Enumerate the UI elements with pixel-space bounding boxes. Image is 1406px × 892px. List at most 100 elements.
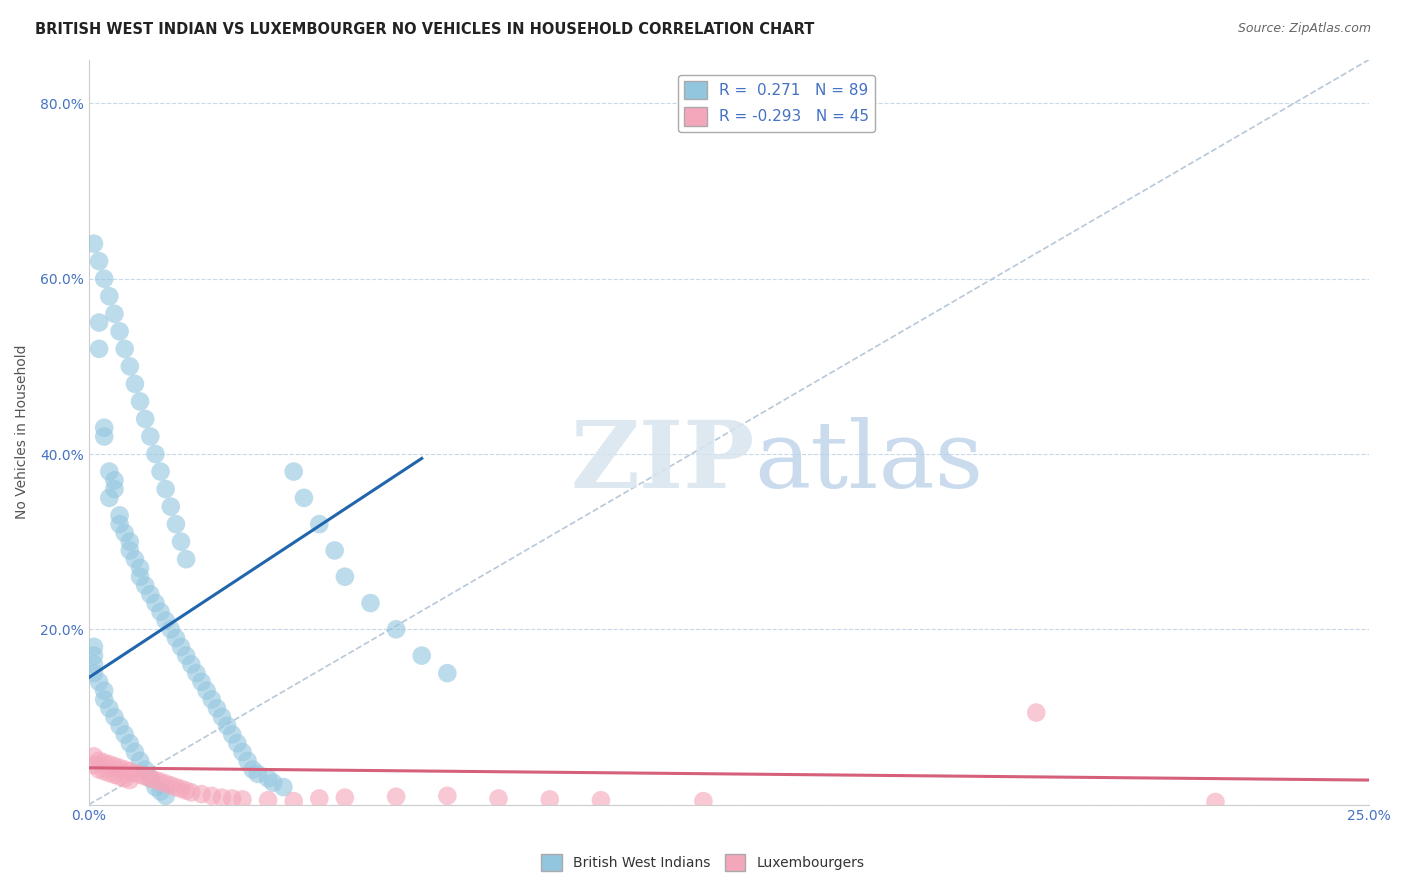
- Point: [308, 517, 330, 532]
- Point: [139, 429, 162, 443]
- Point: [155, 482, 177, 496]
- Point: [1025, 706, 1047, 720]
- Point: [129, 394, 152, 409]
- Point: [87, 342, 110, 356]
- Point: [201, 789, 224, 803]
- Point: [98, 701, 121, 715]
- Text: BRITISH WEST INDIAN VS LUXEMBOURGER NO VEHICLES IN HOUSEHOLD CORRELATION CHART: BRITISH WEST INDIAN VS LUXEMBOURGER NO V…: [35, 22, 814, 37]
- Point: [236, 754, 259, 768]
- Point: [385, 789, 408, 804]
- Point: [103, 307, 125, 321]
- Point: [118, 359, 141, 374]
- Point: [174, 552, 197, 566]
- Point: [190, 674, 212, 689]
- Point: [108, 517, 131, 532]
- Point: [93, 764, 115, 779]
- Point: [139, 772, 162, 786]
- Point: [93, 421, 115, 435]
- Point: [114, 342, 136, 356]
- Point: [124, 376, 146, 391]
- Point: [83, 236, 105, 251]
- Point: [385, 623, 408, 637]
- Point: [108, 508, 131, 523]
- Point: [98, 757, 121, 772]
- Point: [98, 766, 121, 780]
- Point: [273, 780, 295, 794]
- Point: [159, 500, 181, 514]
- Point: [205, 701, 228, 715]
- Point: [134, 578, 156, 592]
- Point: [87, 674, 110, 689]
- Point: [118, 736, 141, 750]
- Point: [538, 792, 561, 806]
- Point: [83, 758, 105, 772]
- Text: atlas: atlas: [755, 417, 984, 507]
- Point: [124, 745, 146, 759]
- Point: [103, 759, 125, 773]
- Point: [190, 787, 212, 801]
- Point: [180, 785, 202, 799]
- Point: [283, 794, 305, 808]
- Point: [124, 766, 146, 780]
- Point: [83, 640, 105, 654]
- Point: [93, 271, 115, 285]
- Point: [114, 772, 136, 786]
- Point: [488, 791, 510, 805]
- Point: [436, 789, 458, 803]
- Point: [118, 534, 141, 549]
- Point: [360, 596, 382, 610]
- Point: [129, 561, 152, 575]
- Point: [292, 491, 315, 505]
- Point: [221, 727, 243, 741]
- Point: [108, 719, 131, 733]
- Point: [103, 768, 125, 782]
- Point: [139, 587, 162, 601]
- Point: [134, 770, 156, 784]
- Point: [231, 745, 253, 759]
- Point: [118, 764, 141, 779]
- Point: [145, 773, 167, 788]
- Point: [159, 623, 181, 637]
- Point: [195, 683, 218, 698]
- Legend: R =  0.271   N = 89, R = -0.293   N = 45: R = 0.271 N = 89, R = -0.293 N = 45: [678, 75, 875, 132]
- Point: [93, 692, 115, 706]
- Point: [257, 772, 280, 786]
- Point: [114, 763, 136, 777]
- Point: [108, 761, 131, 775]
- Point: [211, 790, 233, 805]
- Point: [98, 289, 121, 303]
- Point: [217, 719, 239, 733]
- Text: Source: ZipAtlas.com: Source: ZipAtlas.com: [1237, 22, 1371, 36]
- Point: [201, 692, 224, 706]
- Point: [145, 596, 167, 610]
- Point: [134, 412, 156, 426]
- Point: [211, 710, 233, 724]
- Point: [124, 552, 146, 566]
- Point: [129, 768, 152, 782]
- Point: [165, 631, 187, 645]
- Text: ZIP: ZIP: [571, 417, 755, 507]
- Point: [98, 465, 121, 479]
- Point: [170, 640, 193, 654]
- Point: [436, 666, 458, 681]
- Point: [155, 789, 177, 803]
- Point: [145, 780, 167, 794]
- Point: [149, 784, 172, 798]
- Point: [1205, 795, 1227, 809]
- Point: [114, 727, 136, 741]
- Point: [83, 666, 105, 681]
- Point: [333, 570, 356, 584]
- Point: [87, 254, 110, 268]
- Legend: British West Indians, Luxembourgers: British West Indians, Luxembourgers: [536, 848, 870, 876]
- Point: [308, 791, 330, 805]
- Point: [149, 605, 172, 619]
- Point: [87, 754, 110, 768]
- Point: [93, 756, 115, 770]
- Point: [333, 790, 356, 805]
- Point: [159, 778, 181, 792]
- Point: [170, 781, 193, 796]
- Point: [692, 794, 714, 808]
- Point: [87, 763, 110, 777]
- Point: [103, 473, 125, 487]
- Point: [83, 657, 105, 672]
